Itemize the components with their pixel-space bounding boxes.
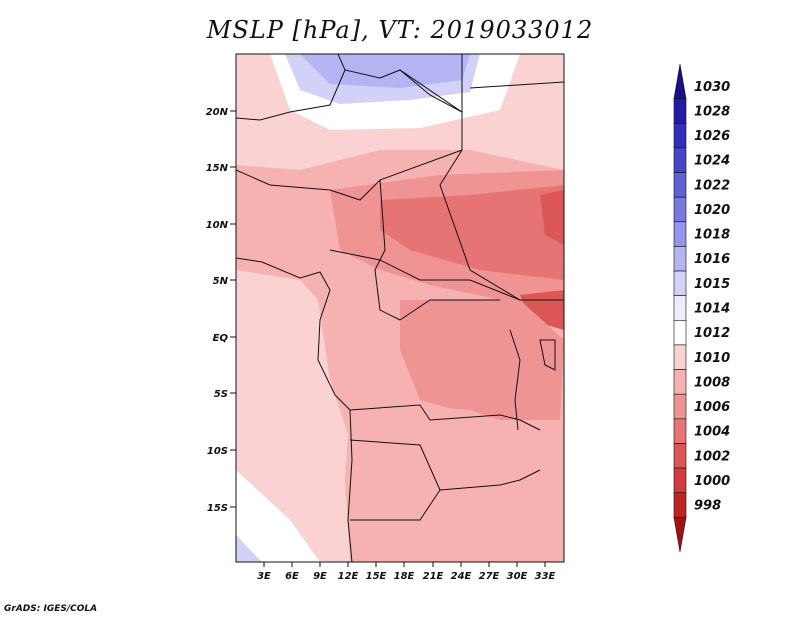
lat-label: 10N [206,220,229,231]
lon-axis: 3E 6E 9E 12E 15E 18E 21E 24E 27E 30E 33E [257,562,556,582]
lon-label: 18E [394,571,415,582]
colorbar-label: 1014 [694,302,730,317]
colorbar-label: 1030 [694,80,730,95]
colorbar-bin [673,196,687,223]
colorbar-bin [673,418,687,444]
colorbar-bin [673,492,687,518]
colorbar: 1030 1028 1026 1024 1022 1020 1018 1016 1015 1014… [673,63,730,553]
colorbar-label: 1028 [694,104,730,119]
lon-label: 27E [479,571,500,582]
colorbar-bin [673,443,687,469]
colorbar-bin [673,98,687,124]
colorbar-bin [673,246,687,272]
colorbar-bin [673,270,687,296]
credit-label: GrADS: IGES/COLA [4,604,98,614]
colorbar-label: 1010 [694,351,730,366]
lon-label: 6E [285,571,299,582]
colorbar-label: 1015 [694,277,730,292]
lat-label: 15S [207,503,228,514]
colorbar-label: 1004 [694,425,730,440]
colorbar-bin [673,295,687,321]
colorbar-bin [673,344,687,370]
lat-label: 20N [206,107,229,118]
colorbar-top-arrow [673,63,687,99]
lat-label: 5S [214,389,228,400]
lon-label: 33E [535,571,556,582]
colorbar-bin [673,172,687,198]
colorbar-bin [673,147,687,173]
colorbar-bin [673,467,687,494]
colorbar-label: 1024 [694,154,730,169]
colorbar-label: 998 [694,499,721,514]
lat-label: 5N [213,276,229,287]
colorbar-label: 1022 [694,178,730,193]
colorbar-label: 1008 [694,375,730,390]
lat-label: EQ [213,333,229,344]
colorbar-label: 1012 [694,326,730,341]
colorbar-label: 1000 [694,474,730,489]
colorbar-bin [673,320,687,346]
lon-label: 9E [313,571,327,582]
lon-label: 3E [257,571,271,582]
colorbar-label: 1026 [694,129,730,144]
colorbar-bin [673,221,687,247]
lat-label: 15N [206,163,229,174]
lat-axis: 20N 15N 10N 5N EQ 5S 10S 15S [206,107,236,514]
colorbar-label: 1006 [694,400,730,415]
boundaries [236,54,564,562]
colorbar-label: 1018 [694,228,730,243]
lon-label: 15E [366,571,387,582]
colorbar-bin [673,122,687,149]
colorbar-label: 1020 [694,203,730,218]
colorbar-label: 1002 [694,449,730,464]
pressure-field [236,54,564,562]
lon-label: 24E [451,571,472,582]
lon-label: 30E [507,571,528,582]
lat-label: 10S [207,446,228,457]
map-title: MSLP [hPa], VT: 2019033012 [206,16,594,44]
colorbar-bin [673,369,687,395]
colorbar-label: 1016 [694,252,730,267]
lon-label: 21E [423,571,444,582]
map-frame [235,53,565,563]
colorbar-bottom-arrow [673,517,687,553]
colorbar-bin [673,393,687,420]
lon-label: 12E [338,571,359,582]
